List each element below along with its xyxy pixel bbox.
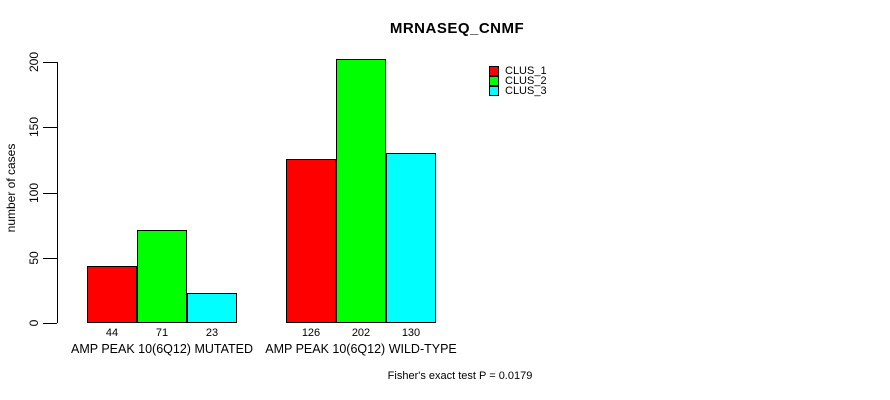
- legend-swatch-icon: [489, 86, 499, 96]
- legend: CLUS_1 CLUS_2 CLUS_3: [489, 65, 547, 97]
- bar-value-label: 44: [105, 327, 119, 339]
- y-tick-label: 200: [27, 51, 41, 73]
- y-tick-mark: [43, 127, 57, 129]
- y-tick-label: 100: [27, 182, 41, 203]
- chart-title: MRNASEQ_CNMF: [389, 20, 525, 37]
- legend-label: CLUS_1: [505, 65, 547, 77]
- bar-value-label: 202: [351, 327, 371, 339]
- category-label-group2: AMP PEAK 10(6Q12) WILD-TYPE: [265, 342, 457, 356]
- bar-clus_3-group1: [187, 293, 237, 323]
- category-label-group1: AMP PEAK 10(6Q12) MUTATED: [71, 342, 253, 356]
- bar-value-label: 23: [205, 327, 219, 339]
- bar-clus_2-group1: [137, 230, 187, 323]
- bar-clus_3-group2: [386, 153, 436, 323]
- y-tick-label: 50: [27, 251, 41, 265]
- bar-value-label: 71: [155, 327, 169, 339]
- bar-clus_1-group2: [286, 159, 336, 323]
- y-tick-mark: [43, 192, 57, 194]
- bar-clus_1-group1: [87, 266, 137, 323]
- bar-value-label: 126: [301, 327, 321, 339]
- legend-label: CLUS_2: [505, 75, 547, 87]
- bar-clus_2-group2: [336, 59, 386, 323]
- legend-swatch-icon: [489, 76, 499, 86]
- y-tick-mark: [43, 62, 57, 63]
- y-axis-line: [57, 62, 58, 323]
- legend-row-clus_2: CLUS_2: [489, 75, 547, 87]
- bar-value-label: 130: [401, 327, 421, 339]
- legend-swatch-icon: [489, 66, 499, 76]
- y-tick-label: 150: [27, 117, 41, 138]
- annotation-text: Fisher's exact test P = 0.0179: [387, 370, 533, 382]
- legend-row-clus_3: CLUS_3: [489, 85, 547, 97]
- legend-label: CLUS_3: [505, 85, 547, 97]
- legend-row-clus_1: CLUS_1: [489, 65, 547, 77]
- y-tick-mark: [43, 323, 57, 324]
- y-tick-mark: [43, 257, 57, 259]
- y-axis-label: number of cases: [4, 143, 18, 233]
- y-tick-label: 0: [27, 319, 41, 327]
